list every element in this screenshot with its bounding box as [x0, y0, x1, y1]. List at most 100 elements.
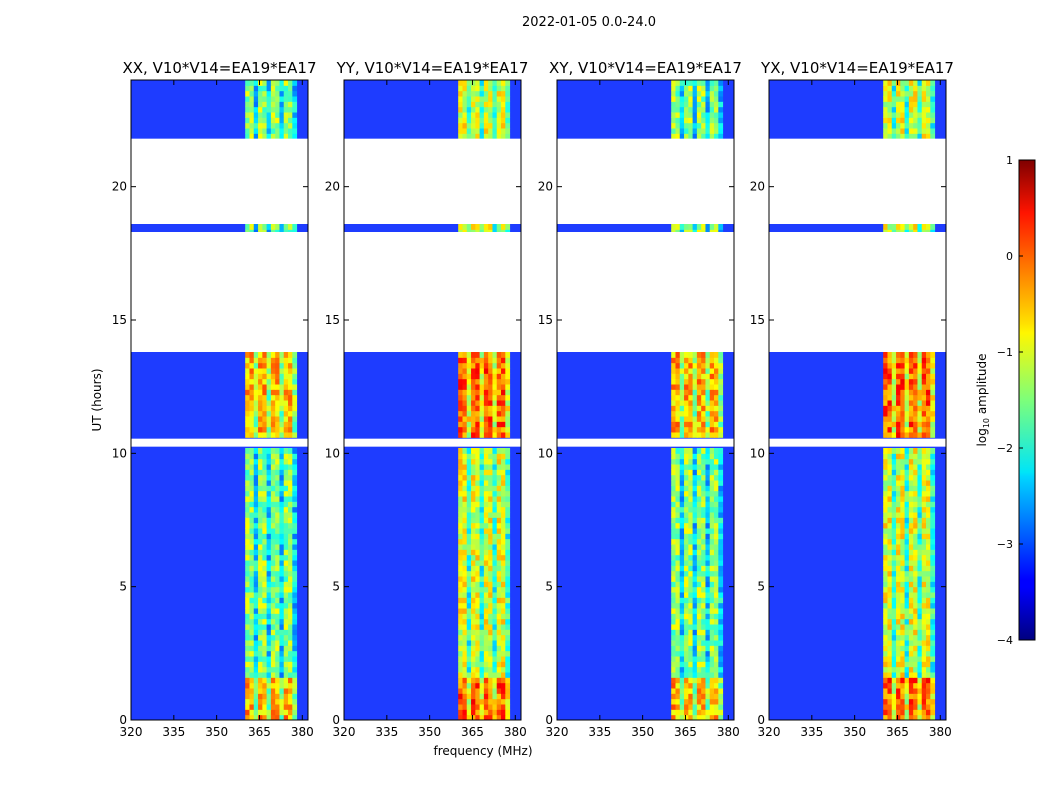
rfi-cell	[684, 608, 689, 614]
rfi-cell	[705, 464, 711, 470]
colorbar-tick-label: −3	[997, 538, 1013, 551]
rfi-cell	[253, 533, 259, 540]
rfi-cell	[900, 458, 906, 465]
rfi-cell	[709, 618, 715, 625]
rfi-cell	[283, 112, 289, 118]
rfi-cell	[266, 480, 272, 486]
rfi-cell	[471, 709, 476, 716]
rfi-cell	[679, 533, 685, 540]
rfi-cell	[675, 704, 681, 710]
rfi-cell	[249, 570, 255, 577]
rfi-cell	[505, 528, 511, 534]
rfi-cell	[930, 490, 936, 497]
rfi-cell	[288, 506, 293, 513]
rfi-cell	[701, 602, 706, 609]
rfi-cell	[917, 602, 923, 609]
rfi-cell	[262, 490, 268, 497]
rfi-cell	[466, 538, 472, 545]
rfi-cell	[483, 117, 489, 124]
rfi-cell	[471, 106, 476, 113]
x-tick-label: 350	[418, 725, 441, 739]
rfi-cell	[883, 357, 888, 364]
rfi-cell	[270, 688, 276, 694]
colorbar-ticks: 10−1−2−3−4	[997, 154, 1023, 647]
rfi-cell	[496, 656, 502, 662]
rfi-cell	[279, 453, 285, 460]
rfi-cell	[501, 485, 506, 492]
rfi-cell	[462, 624, 468, 630]
rfi-cell	[475, 378, 481, 385]
rfi-cell	[714, 618, 719, 625]
rfi-cell	[917, 544, 923, 550]
rfi-cell	[496, 490, 502, 497]
rfi-cell	[887, 640, 893, 646]
rfi-cell	[288, 682, 293, 689]
y-tick-label: 10	[325, 446, 340, 460]
rfi-cell	[253, 480, 259, 486]
rfi-cell	[684, 714, 689, 720]
rfi-cell	[475, 400, 481, 406]
rfi-cell	[917, 693, 923, 700]
rfi-cell	[679, 112, 685, 118]
rfi-cell	[245, 506, 250, 513]
rfi-cell	[492, 602, 498, 609]
rfi-cell	[705, 693, 711, 700]
rfi-cell	[275, 624, 280, 630]
rfi-cell	[688, 117, 694, 124]
rfi-cell	[292, 709, 298, 716]
rfi-cell	[471, 666, 476, 673]
rfi-cell	[896, 426, 901, 433]
rfi-cell	[283, 645, 289, 652]
rfi-cell	[688, 544, 694, 550]
rfi-cell	[709, 122, 715, 129]
rfi-cell	[709, 106, 715, 113]
rfi-cell	[262, 608, 268, 614]
rfi-cell	[288, 128, 293, 134]
rfi-cell	[458, 602, 463, 609]
rfi-cell	[466, 378, 472, 385]
rfi-cell	[908, 640, 914, 646]
rfi-cell	[926, 672, 931, 678]
rfi-cell	[245, 128, 250, 134]
rfi-cell	[705, 538, 711, 545]
rfi-cell	[896, 448, 901, 454]
rfi-cell	[275, 496, 280, 502]
rfi-cell	[917, 554, 923, 561]
rfi-cell	[671, 384, 676, 390]
rfi-cell	[501, 672, 506, 678]
rfi-cell	[475, 656, 481, 662]
rfi-cell	[718, 549, 724, 556]
rfi-cell	[266, 618, 272, 625]
rfi-cell	[904, 570, 910, 577]
rfi-cell	[714, 538, 719, 545]
rfi-cell	[270, 592, 276, 598]
rfi-cell	[288, 677, 293, 684]
rfi-cell	[684, 106, 689, 113]
rfi-cell	[705, 597, 711, 604]
y-tick-label: 0	[332, 713, 340, 727]
rfi-cell	[679, 485, 685, 492]
rfi-cell	[279, 698, 285, 705]
rfi-cell	[471, 352, 476, 358]
rfi-cell	[275, 602, 280, 609]
rfi-cell	[288, 517, 293, 524]
rfi-cell	[266, 458, 272, 465]
rfi-cell	[292, 522, 298, 529]
rfi-cell	[908, 448, 914, 454]
rfi-cell	[718, 410, 724, 417]
rfi-cell	[679, 698, 685, 705]
rfi-cell	[292, 512, 298, 518]
rfi-cell	[505, 432, 511, 438]
rfi-cell	[505, 416, 511, 422]
rfi-cell	[913, 554, 918, 561]
rfi-cell	[249, 485, 255, 492]
rfi-cell	[675, 693, 681, 700]
rfi-cell	[904, 634, 910, 641]
rfi-cell	[253, 693, 259, 700]
rfi-cell	[496, 362, 502, 369]
rfi-cell	[883, 506, 888, 513]
rfi-cell	[458, 624, 463, 630]
rfi-cell	[679, 640, 685, 646]
rfi-cell	[675, 538, 681, 545]
rfi-cell	[896, 389, 901, 396]
